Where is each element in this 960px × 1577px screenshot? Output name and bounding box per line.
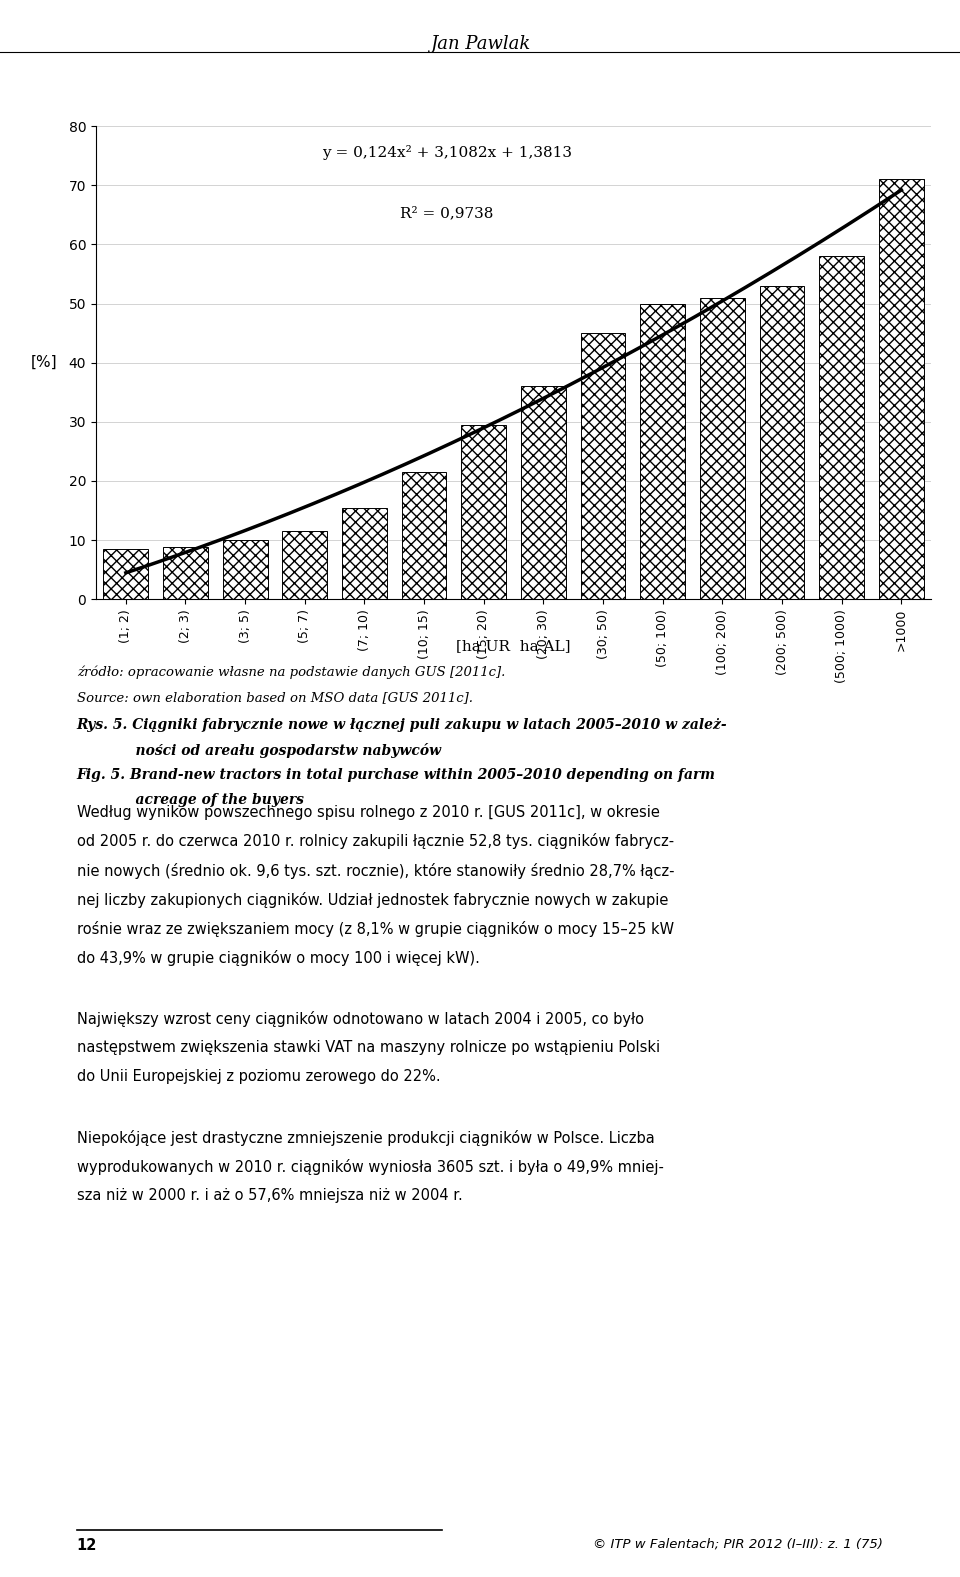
- Text: ności od areału gospodarstw nabywców: ności od areału gospodarstw nabywców: [77, 743, 441, 759]
- Text: Największy wzrost ceny ciągników odnotowano w latach 2004 i 2005, co było: Największy wzrost ceny ciągników odnotow…: [77, 1011, 644, 1027]
- Text: y = 0,124x² + 3,1082x + 1,3813: y = 0,124x² + 3,1082x + 1,3813: [322, 145, 572, 161]
- Text: sza niż w 2000 r. i aż o 57,6% mniejsza niż w 2004 r.: sza niż w 2000 r. i aż o 57,6% mniejsza …: [77, 1189, 463, 1203]
- Bar: [282, 531, 327, 599]
- Text: Source: own elaboration based on MSO data [GUS 2011c].: Source: own elaboration based on MSO dat…: [77, 691, 472, 703]
- Bar: [640, 303, 685, 599]
- Bar: [342, 508, 387, 599]
- Text: R² = 0,9738: R² = 0,9738: [400, 207, 493, 221]
- Bar: [581, 333, 626, 599]
- Text: nej liczby zakupionych ciągników. Udział jednostek fabrycznie nowych w zakupie: nej liczby zakupionych ciągników. Udział…: [77, 893, 668, 908]
- Text: Niepokójące jest drastyczne zmniejszenie produkcji ciągników w Polsce. Liczba: Niepokójące jest drastyczne zmniejszenie…: [77, 1129, 655, 1146]
- Text: Rys. 5. Ciągniki fabrycznie nowe w łącznej puli zakupu w latach 2005–2010 w zale: Rys. 5. Ciągniki fabrycznie nowe w łączn…: [77, 718, 728, 732]
- Bar: [401, 472, 446, 599]
- Bar: [759, 285, 804, 599]
- Text: 12: 12: [77, 1538, 97, 1553]
- Text: od 2005 r. do czerwca 2010 r. rolnicy zakupili łącznie 52,8 tys. ciągników fabry: od 2005 r. do czerwca 2010 r. rolnicy za…: [77, 833, 674, 850]
- Text: Według wyników powszechnego spisu rolnego z 2010 r. [GUS 2011c], w okresie: Według wyników powszechnego spisu rolneg…: [77, 804, 660, 820]
- Text: rośnie wraz ze zwiększaniem mocy (z 8,1% w grupie ciągników o mocy 15–25 kW: rośnie wraz ze zwiększaniem mocy (z 8,1%…: [77, 921, 674, 937]
- Text: następstwem zwiększenia stawki VAT na maszyny rolnicze po wstąpieniu Polski: następstwem zwiększenia stawki VAT na ma…: [77, 1041, 660, 1055]
- Bar: [462, 424, 506, 599]
- Text: nie nowych (średnio ok. 9,6 tys. szt. rocznie), które stanowiły średnio 28,7% łą: nie nowych (średnio ok. 9,6 tys. szt. ro…: [77, 863, 674, 878]
- Bar: [163, 547, 208, 599]
- Text: [ha UR  ha AL]: [ha UR ha AL]: [456, 639, 571, 653]
- Text: Fig. 5. Brand-new tractors in total purchase within 2005–2010 depending on farm: Fig. 5. Brand-new tractors in total purc…: [77, 768, 715, 782]
- Bar: [879, 180, 924, 599]
- Text: Jan Pawlak: Jan Pawlak: [430, 35, 530, 52]
- Text: źródło: opracowanie własne na podstawie danych GUS [2011c].: źródło: opracowanie własne na podstawie …: [77, 665, 505, 680]
- Bar: [521, 386, 565, 599]
- Bar: [819, 255, 864, 599]
- Text: wyprodukowanych w 2010 r. ciągników wyniosła 3605 szt. i była o 49,9% mniej-: wyprodukowanych w 2010 r. ciągników wyni…: [77, 1159, 663, 1175]
- Bar: [700, 298, 745, 599]
- Bar: [104, 549, 148, 599]
- Text: acreage of the buyers: acreage of the buyers: [77, 793, 303, 807]
- Text: do Unii Europejskiej z poziomu zerowego do 22%.: do Unii Europejskiej z poziomu zerowego …: [77, 1069, 441, 1085]
- Text: do 43,9% w grupie ciągników o mocy 100 i więcej kW).: do 43,9% w grupie ciągników o mocy 100 i…: [77, 949, 480, 967]
- Text: © ITP w Falentach; PIR 2012 (I–III): z. 1 (75): © ITP w Falentach; PIR 2012 (I–III): z. …: [593, 1538, 883, 1550]
- Y-axis label: [%]: [%]: [31, 355, 57, 371]
- Bar: [223, 539, 268, 599]
